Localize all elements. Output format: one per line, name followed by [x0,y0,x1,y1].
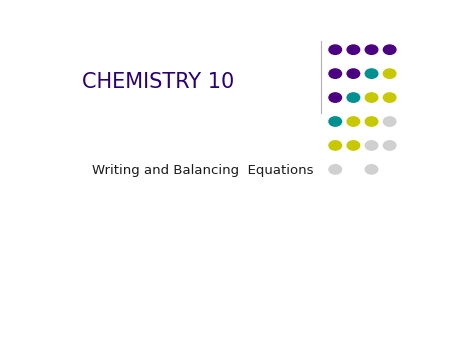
Circle shape [347,93,360,102]
Circle shape [347,117,360,126]
Circle shape [365,165,378,174]
Circle shape [383,117,396,126]
Circle shape [329,93,342,102]
Circle shape [383,93,396,102]
Circle shape [347,141,360,150]
Circle shape [347,45,360,54]
Text: CHEMISTRY 10: CHEMISTRY 10 [82,72,234,92]
Circle shape [383,141,396,150]
Text: Writing and Balancing  Equations: Writing and Balancing Equations [92,164,314,177]
Circle shape [365,93,378,102]
Circle shape [329,141,342,150]
Circle shape [329,117,342,126]
Circle shape [383,45,396,54]
Circle shape [365,45,378,54]
Circle shape [329,69,342,78]
Circle shape [329,165,342,174]
Circle shape [347,69,360,78]
Circle shape [365,141,378,150]
Circle shape [365,69,378,78]
Circle shape [329,45,342,54]
Circle shape [383,69,396,78]
Circle shape [365,117,378,126]
